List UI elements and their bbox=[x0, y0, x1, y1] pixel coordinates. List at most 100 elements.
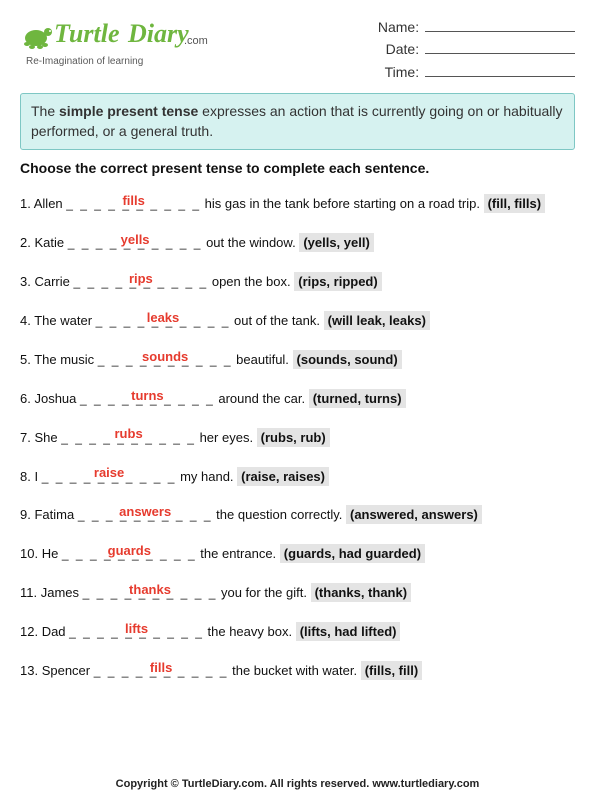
tagline: Re-Imagination of learning bbox=[26, 56, 220, 67]
question-number: 8. bbox=[20, 469, 34, 484]
question-row: 9. Fatima _ _ _ _ _ _ _ _ _ _answers the… bbox=[20, 495, 575, 534]
question-pre: The music bbox=[34, 352, 98, 367]
logo-block: Turtle Diary .com Re-Imagination of lear… bbox=[20, 12, 220, 67]
question-pre: Allen bbox=[34, 196, 67, 211]
question-post: the heavy box. bbox=[204, 624, 296, 639]
date-blank[interactable] bbox=[425, 53, 575, 54]
answer-text: lifts bbox=[69, 621, 204, 638]
worksheet-page: Turtle Diary .com Re-Imagination of lear… bbox=[0, 0, 595, 690]
question-post: the entrance. bbox=[197, 546, 280, 561]
question-number: 6. bbox=[20, 391, 34, 406]
answer-blank[interactable]: _ _ _ _ _ _ _ _ _ _rubs bbox=[61, 431, 196, 447]
question-row: 6. Joshua _ _ _ _ _ _ _ _ _ _turns aroun… bbox=[20, 379, 575, 418]
question-number: 5. bbox=[20, 352, 34, 367]
answer-blank[interactable]: _ _ _ _ _ _ _ _ _ _rips bbox=[73, 275, 208, 291]
answer-blank[interactable]: _ _ _ _ _ _ _ _ _ _answers bbox=[78, 508, 213, 524]
intro-box: The simple present tense expresses an ac… bbox=[20, 93, 575, 150]
question-row: 1. Allen _ _ _ _ _ _ _ _ _ _fills his ga… bbox=[20, 184, 575, 223]
svg-text:Diary: Diary bbox=[127, 19, 189, 48]
svg-text:.com: .com bbox=[184, 35, 208, 47]
question-post: her eyes. bbox=[196, 430, 257, 445]
answer-text: thanks bbox=[83, 582, 218, 599]
answer-blank[interactable]: _ _ _ _ _ _ _ _ _ _leaks bbox=[96, 314, 231, 330]
question-post: his gas in the tank before starting on a… bbox=[201, 196, 484, 211]
question-row: 7. She _ _ _ _ _ _ _ _ _ _rubs her eyes.… bbox=[20, 418, 575, 457]
intro-pre: The bbox=[31, 103, 59, 119]
svg-text:Turtle: Turtle bbox=[54, 19, 119, 48]
question-post: the question correctly. bbox=[213, 507, 346, 522]
question-number: 4. bbox=[20, 313, 34, 328]
choices: (will leak, leaks) bbox=[324, 311, 430, 330]
answer-text: rubs bbox=[61, 426, 196, 443]
question-row: 3. Carrie _ _ _ _ _ _ _ _ _ _rips open t… bbox=[20, 262, 575, 301]
question-row: 8. I _ _ _ _ _ _ _ _ _ _raise my hand. (… bbox=[20, 457, 575, 496]
choices: (answered, answers) bbox=[346, 505, 482, 524]
question-post: open the box. bbox=[208, 274, 294, 289]
time-field[interactable]: Time: bbox=[378, 61, 575, 83]
date-label: Date: bbox=[386, 41, 419, 57]
name-field[interactable]: Name: bbox=[378, 16, 575, 38]
choices: (yells, yell) bbox=[299, 233, 373, 252]
question-pre: Spencer bbox=[42, 663, 94, 678]
choices: (sounds, sound) bbox=[293, 350, 402, 369]
question-number: 2. bbox=[20, 235, 34, 250]
question-pre: James bbox=[41, 585, 83, 600]
question-post: my hand. bbox=[176, 469, 237, 484]
answer-blank[interactable]: _ _ _ _ _ _ _ _ _ _guards bbox=[62, 547, 197, 563]
question-pre: Fatima bbox=[34, 507, 77, 522]
footer: Copyright © TurtleDiary.com. All rights … bbox=[0, 778, 595, 790]
question-post: beautiful. bbox=[233, 352, 293, 367]
answer-text: turns bbox=[80, 388, 215, 405]
meta-fields: Name: Date: Time: bbox=[378, 12, 575, 83]
answer-text: answers bbox=[78, 504, 213, 521]
question-pre: I bbox=[34, 469, 41, 484]
answer-blank[interactable]: _ _ _ _ _ _ _ _ _ _turns bbox=[80, 392, 215, 408]
question-row: 13. Spencer _ _ _ _ _ _ _ _ _ _fills the… bbox=[20, 651, 575, 690]
answer-blank[interactable]: _ _ _ _ _ _ _ _ _ _sounds bbox=[98, 353, 233, 369]
choices: (lifts, had lifted) bbox=[296, 622, 401, 641]
question-number: 13. bbox=[20, 663, 42, 678]
date-field[interactable]: Date: bbox=[378, 38, 575, 60]
choices: (fills, fill) bbox=[361, 661, 422, 680]
answer-blank[interactable]: _ _ _ _ _ _ _ _ _ _yells bbox=[68, 236, 203, 252]
name-label: Name: bbox=[378, 19, 419, 35]
name-blank[interactable] bbox=[425, 31, 575, 32]
answer-text: fills bbox=[94, 660, 229, 677]
intro-bold: simple present tense bbox=[59, 103, 198, 119]
question-pre: The water bbox=[34, 313, 95, 328]
question-row: 5. The music _ _ _ _ _ _ _ _ _ _sounds b… bbox=[20, 340, 575, 379]
answer-blank[interactable]: _ _ _ _ _ _ _ _ _ _thanks bbox=[83, 586, 218, 602]
question-number: 12. bbox=[20, 624, 42, 639]
question-post: the bucket with water. bbox=[228, 663, 360, 678]
question-post: out the window. bbox=[202, 235, 299, 250]
question-row: 4. The water _ _ _ _ _ _ _ _ _ _leaks ou… bbox=[20, 301, 575, 340]
question-pre: Carrie bbox=[34, 274, 73, 289]
question-number: 11. bbox=[20, 585, 41, 600]
questions-list: 1. Allen _ _ _ _ _ _ _ _ _ _fills his ga… bbox=[20, 184, 575, 690]
answer-text: fills bbox=[66, 193, 201, 210]
choices: (raise, raises) bbox=[237, 467, 329, 486]
answer-blank[interactable]: _ _ _ _ _ _ _ _ _ _raise bbox=[42, 470, 177, 486]
answer-blank[interactable]: _ _ _ _ _ _ _ _ _ _fills bbox=[94, 664, 229, 680]
choices: (rips, ripped) bbox=[294, 272, 381, 291]
question-number: 7. bbox=[20, 430, 34, 445]
answer-blank[interactable]: _ _ _ _ _ _ _ _ _ _fills bbox=[66, 197, 201, 213]
question-row: 10. He _ _ _ _ _ _ _ _ _ _guards the ent… bbox=[20, 534, 575, 573]
question-row: 2. Katie _ _ _ _ _ _ _ _ _ _yells out th… bbox=[20, 223, 575, 262]
question-post: around the car. bbox=[215, 391, 309, 406]
choices: (guards, had guarded) bbox=[280, 544, 425, 563]
question-pre: She bbox=[34, 430, 61, 445]
answer-text: yells bbox=[68, 232, 203, 249]
question-number: 3. bbox=[20, 274, 34, 289]
choices: (turned, turns) bbox=[309, 389, 406, 408]
answer-blank[interactable]: _ _ _ _ _ _ _ _ _ _lifts bbox=[69, 625, 204, 641]
question-post: you for the gift. bbox=[217, 585, 310, 600]
time-blank[interactable] bbox=[425, 76, 575, 77]
question-row: 12. Dad _ _ _ _ _ _ _ _ _ _lifts the hea… bbox=[20, 612, 575, 651]
time-label: Time: bbox=[385, 64, 419, 80]
answer-text: raise bbox=[42, 465, 177, 482]
turtlediary-logo: Turtle Diary .com bbox=[20, 12, 210, 58]
question-pre: Dad bbox=[42, 624, 69, 639]
answer-text: guards bbox=[62, 543, 197, 560]
question-number: 9. bbox=[20, 507, 34, 522]
